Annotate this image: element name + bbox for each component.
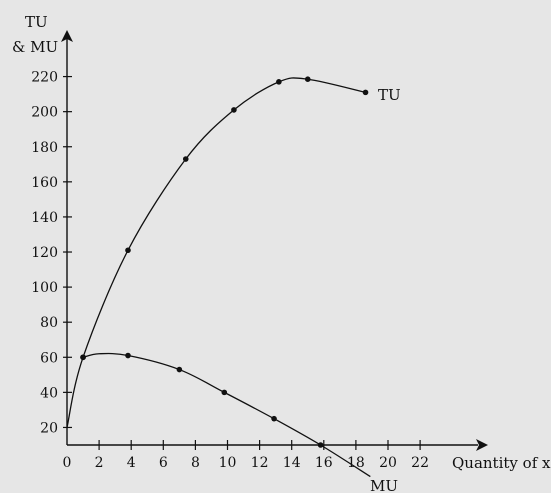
y-tick-label: 40 xyxy=(40,385,58,401)
mu-curve xyxy=(82,352,371,478)
x-tick-label: 2 xyxy=(95,455,104,471)
mu-point xyxy=(271,415,277,422)
y-axis-arrowhead xyxy=(61,30,73,42)
x-axis-title: Quantity of x xyxy=(452,454,551,472)
mu-point xyxy=(125,352,131,359)
y-tick-label: 60 xyxy=(40,350,58,366)
tu-point xyxy=(182,156,189,162)
y-tick-label: 120 xyxy=(31,245,58,261)
x-tick-label: 4 xyxy=(127,455,136,471)
y-tick-label: 180 xyxy=(31,140,58,156)
mu-point xyxy=(80,354,86,361)
x-tick-label: 10 xyxy=(219,455,237,471)
tu-point xyxy=(362,89,369,96)
x-tick-label: 0 xyxy=(63,455,72,471)
tu-point xyxy=(276,79,282,85)
y-tick-label: 20 xyxy=(40,420,58,436)
y-tick-label: 220 xyxy=(31,70,58,86)
y-axis-title-line2: & MU xyxy=(12,38,58,56)
tu-curve-label: TU xyxy=(378,86,401,104)
mu-point xyxy=(221,389,228,396)
mu-point xyxy=(176,366,183,373)
x-tick-label: 22 xyxy=(411,455,429,471)
tu-curve xyxy=(66,77,366,428)
x-tick-label: 8 xyxy=(191,455,200,471)
y-axis-title-line1: TU xyxy=(25,13,48,31)
y-tick-label: 140 xyxy=(31,210,58,226)
tu-point xyxy=(125,247,131,254)
y-tick-label: 160 xyxy=(31,175,58,191)
labels: TU & MU Quantity of x TU MU xyxy=(12,13,551,493)
x-tick-label: 18 xyxy=(347,455,365,471)
x-tick-label: 12 xyxy=(251,455,269,471)
mu-curve-label: MU xyxy=(370,477,398,493)
data-points xyxy=(80,76,369,448)
tu-point xyxy=(304,76,311,83)
axes xyxy=(61,30,488,451)
y-tick-label: 200 xyxy=(31,105,58,121)
x-axis-arrowhead xyxy=(476,439,488,451)
tu-point xyxy=(231,107,237,113)
x-tick-label: 16 xyxy=(315,455,333,471)
y-tick-label: 80 xyxy=(40,315,58,331)
curves xyxy=(66,77,371,478)
x-tick-label: 14 xyxy=(283,455,301,471)
y-tick-label: 100 xyxy=(31,280,58,296)
axis-ticks: 0 2 4 6 8 10 12 14 16 18 20 22 20 40 60 80 100 120 140 160 1… xyxy=(31,70,429,471)
x-tick-label: 6 xyxy=(159,455,168,471)
x-tick-label: 20 xyxy=(379,455,397,471)
